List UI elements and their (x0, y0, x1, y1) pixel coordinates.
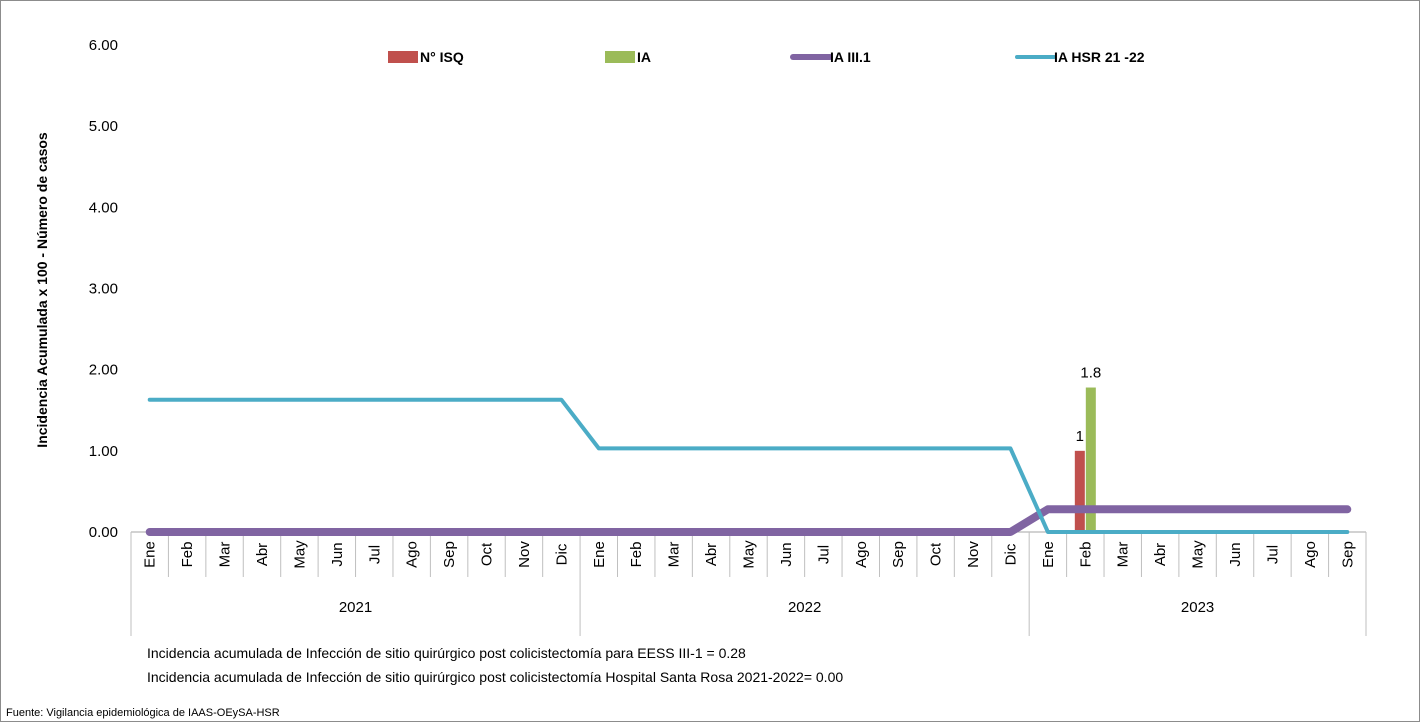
month-label: Mar (217, 542, 234, 568)
month-label: Jun (329, 542, 346, 566)
month-label: Ago (1302, 541, 1319, 568)
note-hsr: Incidencia acumulada de Infección de sit… (147, 669, 843, 685)
year-label: 2023 (1181, 599, 1214, 616)
month-label: Oct (928, 542, 945, 566)
y-tick-label: 6.00 (89, 37, 118, 54)
month-label: Jul (366, 545, 383, 564)
lines-group (145, 397, 1352, 536)
line-series-1 (147, 397, 1350, 534)
month-label: May (1190, 540, 1207, 569)
labels-group: 11.8 (1076, 365, 1102, 445)
legend-label: IA HSR 21 -22 (1054, 49, 1145, 65)
month-label: Dic (1002, 543, 1019, 565)
legend-swatch (388, 51, 418, 63)
month-label: Jul (815, 545, 832, 564)
month-label: Abr (703, 543, 720, 566)
y-tick-label: 0.00 (89, 524, 118, 541)
month-label: Sep (441, 541, 458, 568)
month-label: Mar (1115, 542, 1132, 568)
month-label: Jun (1227, 542, 1244, 566)
month-label: Ene (142, 541, 159, 568)
line-series-0 (145, 505, 1352, 536)
bar-data-label: 1.8 (1080, 365, 1101, 382)
y-tick-label: 5.00 (89, 118, 118, 135)
y-tick-label: 4.00 (89, 199, 118, 216)
month-label: Feb (628, 542, 645, 568)
bars-group (1074, 387, 1096, 532)
y-tick-label: 1.00 (89, 443, 118, 460)
bar-1 (1085, 387, 1096, 532)
month-label: Sep (890, 541, 907, 568)
month-label: May (291, 540, 308, 569)
legend: N° ISQ IA IA III.1 IA HSR 21 -22 (388, 49, 1145, 65)
note-eess: Incidencia acumulada de Infección de sit… (147, 645, 746, 661)
month-label: May (741, 540, 758, 569)
month-label: Oct (479, 542, 496, 566)
legend-swatch (605, 51, 635, 63)
month-label: Dic (553, 543, 570, 565)
axes-group: 0.00 1.00 2.00 3.00 4.00 5.00 6.00 Ene Feb Mar Abr… (89, 37, 1367, 636)
month-label: Mar (666, 542, 683, 568)
y-axis-title: Incidencia Acumulada x 100 - Número de c… (34, 132, 50, 448)
legend-label: IA (637, 49, 651, 65)
month-label: Ene (591, 541, 608, 568)
month-label: Sep (1339, 541, 1356, 568)
month-label: Ago (404, 541, 421, 568)
source-text: Fuente: Vigilancia epidemiológica de IAA… (6, 707, 280, 719)
month-label: Abr (254, 543, 271, 566)
month-label: Nov (516, 541, 533, 568)
y-tick-label: 3.00 (89, 281, 118, 298)
month-label: Nov (965, 541, 982, 568)
bar-data-label: 1 (1076, 428, 1084, 445)
month-label: Ene (1040, 541, 1057, 568)
year-label: 2021 (339, 599, 372, 616)
legend-label: IA III.1 (830, 49, 871, 65)
month-label: Feb (1077, 542, 1094, 568)
bar-0 (1074, 450, 1085, 532)
legend-label: N° ISQ (420, 49, 464, 65)
month-label: Feb (179, 542, 196, 568)
month-label: Jun (778, 542, 795, 566)
month-label: Ago (853, 541, 870, 568)
month-label: Jul (1264, 545, 1281, 564)
month-label: Abr (1152, 543, 1169, 566)
year-label: 2022 (788, 599, 821, 616)
y-tick-label: 2.00 (89, 362, 118, 379)
